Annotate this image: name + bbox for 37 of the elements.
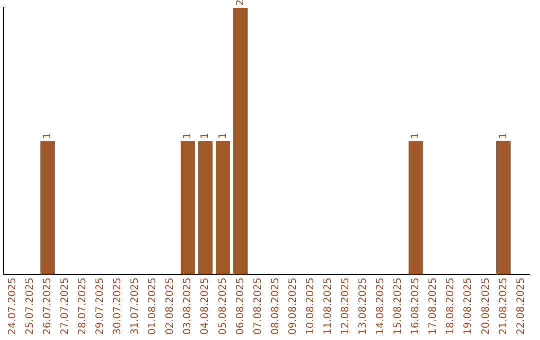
data-label: 2 bbox=[235, 0, 246, 6]
x-tick-label: 07.08.2025 bbox=[252, 278, 264, 336]
x-tick-label: 30.07.2025 bbox=[112, 278, 124, 336]
x-tick-label: 28.07.2025 bbox=[77, 278, 88, 336]
x-tick-label: 05.08.2025 bbox=[218, 278, 229, 336]
x-tick-label: 17.08.2025 bbox=[428, 278, 440, 336]
x-tick-label: 06.08.2025 bbox=[235, 278, 246, 336]
data-label: 1 bbox=[42, 132, 54, 140]
x-tick-label: 31.07.2025 bbox=[130, 278, 142, 336]
x-tick-label: 21.08.2025 bbox=[498, 278, 510, 336]
x-tick-label: 25.07.2025 bbox=[24, 278, 36, 336]
x-tick-label: 18.08.2025 bbox=[446, 278, 457, 336]
x-tick-label: 08.08.2025 bbox=[270, 278, 282, 336]
x-tick-label: 24.07.2025 bbox=[7, 278, 18, 336]
x-tick-label: 22.08.2025 bbox=[516, 278, 527, 336]
x-tick-label: 26.07.2025 bbox=[42, 278, 54, 336]
x-tick-label: 19.08.2025 bbox=[463, 278, 474, 336]
x-tick-label: 12.08.2025 bbox=[340, 278, 352, 336]
x-tick-label: 01.08.2025 bbox=[148, 278, 159, 336]
data-label: 1 bbox=[498, 132, 510, 140]
data-label: 1 bbox=[410, 132, 422, 140]
x-tick-label: 13.08.2025 bbox=[358, 278, 370, 336]
x-tick-label: 04.08.2025 bbox=[200, 278, 212, 336]
x-tick-label: 14.08.2025 bbox=[376, 278, 387, 336]
data-label: 1 bbox=[182, 132, 194, 140]
x-tick-label: 11.08.2025 bbox=[322, 278, 334, 336]
x-tick-label: 29.07.2025 bbox=[95, 278, 106, 336]
x-tick-label: 15.08.2025 bbox=[393, 278, 404, 336]
data-label: 1 bbox=[200, 132, 212, 140]
x-tick-label: 10.08.2025 bbox=[305, 278, 316, 336]
x-tick-label: 03.08.2025 bbox=[182, 278, 194, 336]
x-tick-label: 02.08.2025 bbox=[165, 278, 176, 336]
x-tick-label: 16.08.2025 bbox=[410, 278, 422, 336]
x-tick-label: 27.07.2025 bbox=[60, 278, 71, 336]
x-tick-label: 20.08.2025 bbox=[480, 278, 492, 336]
data-label: 1 bbox=[218, 132, 229, 140]
x-tick-label: 09.08.2025 bbox=[288, 278, 299, 336]
